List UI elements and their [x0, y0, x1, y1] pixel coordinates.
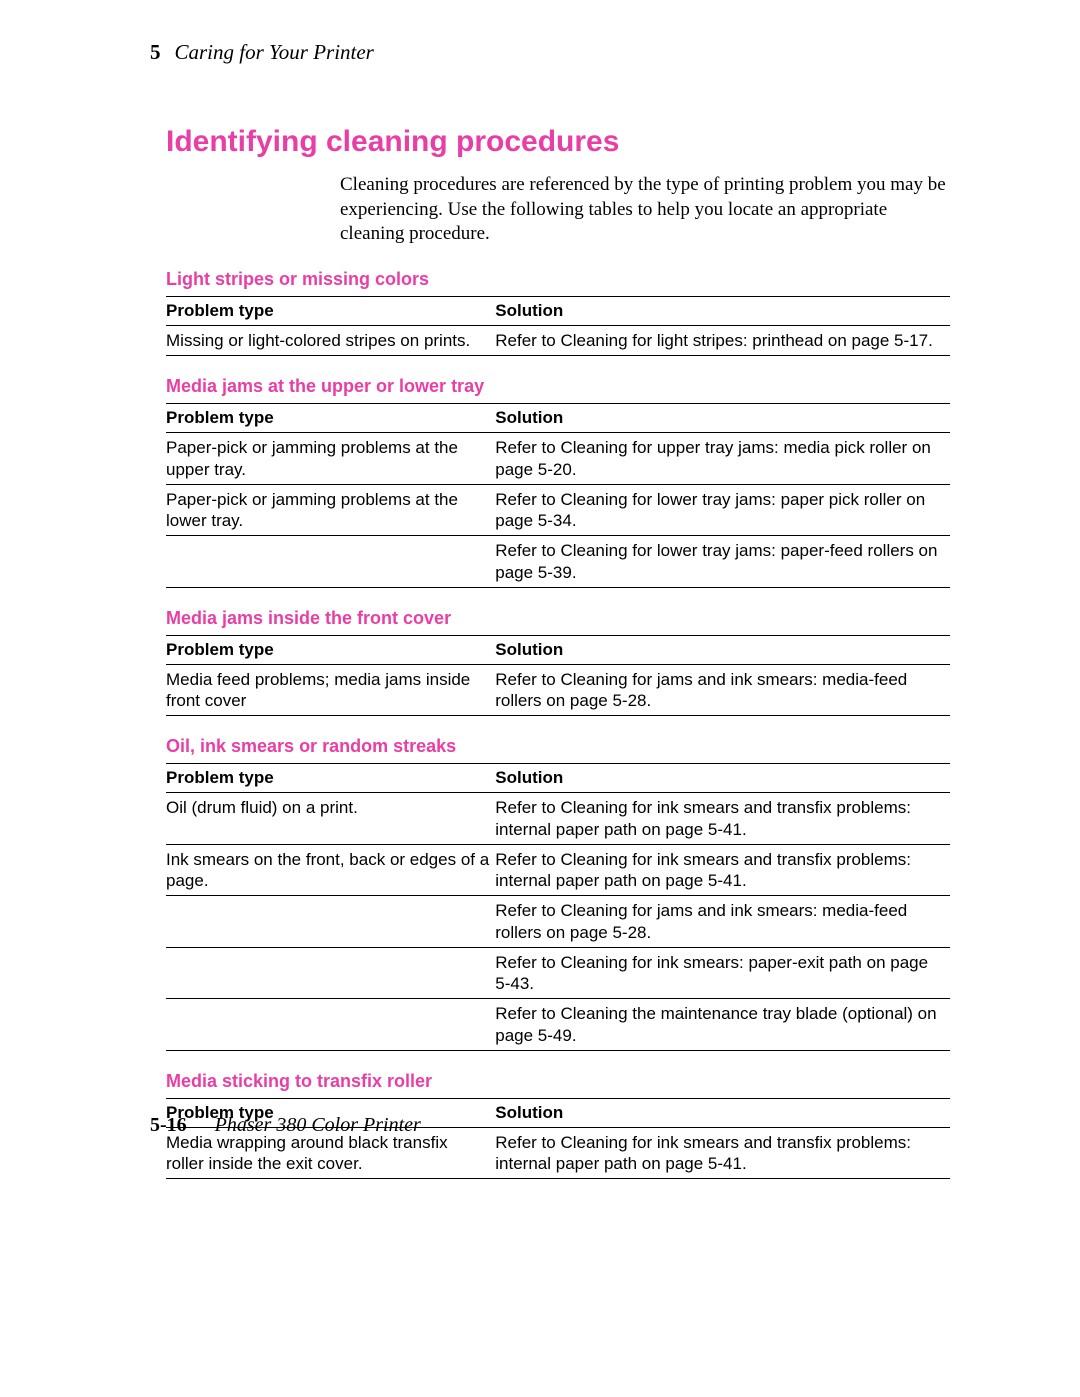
cell-solution: Refer to Cleaning for ink smears: paper-…	[495, 947, 950, 999]
section-oil-smears: Oil, ink smears or random streaks Proble…	[166, 736, 950, 1051]
table-media-jams-front: Problem type Solution Media feed problem…	[166, 635, 950, 717]
running-footer: 5-16 Phaser 380 Color Printer	[150, 1114, 421, 1137]
section-title: Media jams at the upper or lower tray	[166, 376, 950, 397]
section-media-jams-front: Media jams inside the front cover Proble…	[166, 608, 950, 717]
cell-solution: Refer to Cleaning for ink smears and tra…	[495, 1127, 950, 1179]
cell-solution: Refer to Cleaning for jams and ink smear…	[495, 664, 950, 716]
cell-problem: Oil (drum ﬂuid) on a print.	[166, 793, 495, 845]
table-row: Ink smears on the front, back or edges o…	[166, 844, 950, 896]
section-title: Oil, ink smears or random streaks	[166, 736, 950, 757]
cell-problem	[166, 947, 495, 999]
col-problem-header: Problem type	[166, 297, 495, 326]
col-solution-header: Solution	[495, 1098, 950, 1127]
intro-paragraph: Cleaning procedures are referenced by th…	[340, 173, 950, 247]
col-problem-header: Problem type	[166, 404, 495, 433]
table-row: Media feed problems; media jams inside f…	[166, 664, 950, 716]
page: 5 Caring for Your Printer Identifying cl…	[0, 0, 1080, 1397]
col-solution-header: Solution	[495, 404, 950, 433]
col-solution-header: Solution	[495, 635, 950, 664]
table-row: Paper-pick or jamming problems at the up…	[166, 433, 950, 485]
table-light-stripes: Problem type Solution Missing or light-c…	[166, 296, 950, 356]
cell-problem: Media feed problems; media jams inside f…	[166, 664, 495, 716]
chapter-title: Caring for Your Printer	[175, 40, 374, 65]
cell-problem: Missing or light-colored stripes on prin…	[166, 326, 495, 356]
page-number: 5-16	[150, 1114, 187, 1137]
table-row: Paper-pick or jamming problems at the lo…	[166, 484, 950, 536]
cell-problem	[166, 999, 495, 1051]
cell-solution: Refer to Cleaning for ink smears and tra…	[495, 793, 950, 845]
table-row: Refer to Cleaning for jams and ink smear…	[166, 896, 950, 948]
footer-book-title: Phaser 380 Color Printer	[215, 1114, 421, 1137]
col-problem-header: Problem type	[166, 764, 495, 793]
cell-problem	[166, 536, 495, 588]
section-title: Light stripes or missing colors	[166, 269, 950, 290]
chapter-number: 5	[150, 40, 161, 65]
cell-solution: Refer to Cleaning for jams and ink smear…	[495, 896, 950, 948]
cell-solution: Refer to Cleaning the maintenance tray b…	[495, 999, 950, 1051]
col-solution-header: Solution	[495, 764, 950, 793]
col-problem-header: Problem type	[166, 635, 495, 664]
cell-problem: Ink smears on the front, back or edges o…	[166, 844, 495, 896]
table-oil-smears: Problem type Solution Oil (drum ﬂuid) on…	[166, 763, 950, 1051]
section-title: Media sticking to transfix roller	[166, 1071, 950, 1092]
table-row: Refer to Cleaning for ink smears: paper-…	[166, 947, 950, 999]
cell-solution: Refer to Cleaning for lower tray jams: p…	[495, 484, 950, 536]
table-row: Missing or light-colored stripes on prin…	[166, 326, 950, 356]
col-solution-header: Solution	[495, 297, 950, 326]
page-heading: Identifying cleaning procedures	[166, 125, 960, 159]
table-row: Oil (drum ﬂuid) on a print. Refer to Cle…	[166, 793, 950, 845]
cell-problem: Paper-pick or jamming problems at the lo…	[166, 484, 495, 536]
table-media-jams-tray: Problem type Solution Paper-pick or jamm…	[166, 403, 950, 588]
cell-solution: Refer to Cleaning for ink smears and tra…	[495, 844, 950, 896]
table-row: Refer to Cleaning the maintenance tray b…	[166, 999, 950, 1051]
cell-problem: Paper-pick or jamming problems at the up…	[166, 433, 495, 485]
section-media-jams-tray: Media jams at the upper or lower tray Pr…	[166, 376, 950, 588]
table-row: Refer to Cleaning for lower tray jams: p…	[166, 536, 950, 588]
cell-solution: Refer to Cleaning for lower tray jams: p…	[495, 536, 950, 588]
running-header: 5 Caring for Your Printer	[150, 40, 960, 65]
section-title: Media jams inside the front cover	[166, 608, 950, 629]
cell-solution: Refer to Cleaning for light stripes: pri…	[495, 326, 950, 356]
cell-problem	[166, 896, 495, 948]
table-transfix-roller: Problem type Solution Media wrapping aro…	[166, 1098, 950, 1180]
section-light-stripes: Light stripes or missing colors Problem …	[166, 269, 950, 356]
cell-solution: Refer to Cleaning for upper tray jams: m…	[495, 433, 950, 485]
